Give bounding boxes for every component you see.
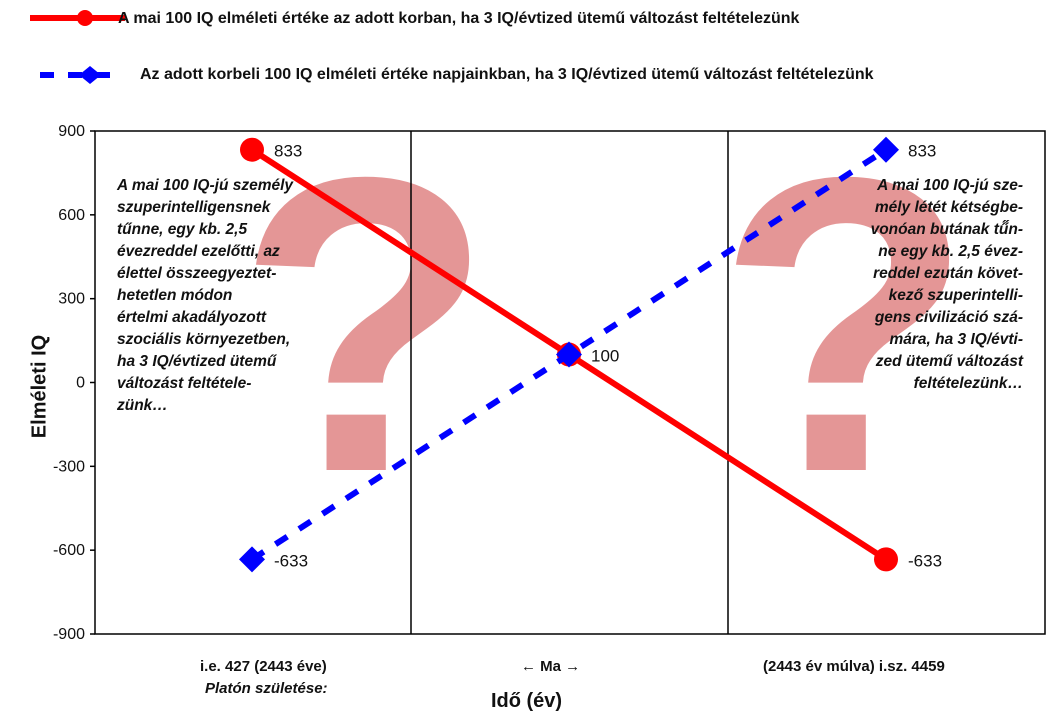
note-right-line: ne egy kb. 2,5 évez-: [878, 243, 1023, 260]
note-left-line: szociális környezetben,: [117, 331, 291, 348]
note-left-line: A mai 100 IQ-jú személy: [117, 177, 294, 194]
note-right-line: gens civilizáció szá-: [874, 309, 1023, 326]
note-right-line: A mai 100 IQ-jú sze-: [877, 177, 1023, 194]
data-label: -633: [274, 551, 308, 570]
y-tick-label: 300: [58, 291, 85, 308]
note-left: A mai 100 IQ-jú személy szuperintelligens…: [117, 175, 347, 417]
y-tick-label: -600: [53, 542, 85, 559]
note-right-line: vonóan butának tű̋n-: [870, 221, 1023, 238]
legend-red-swatch: [30, 10, 125, 26]
note-right: A mai 100 IQ-jú sze-mély létét kétségbe-…: [795, 175, 1023, 395]
x-axis-title: Idő (év): [490, 690, 563, 712]
y-axis-title: Elméleti IQ: [28, 334, 51, 439]
question-mark-icon: ?: [717, 91, 974, 560]
y-tick-label: 0: [76, 375, 85, 392]
legend-item-blue: Az adott korbeli 100 IQ elméleti értéke …: [0, 63, 1053, 93]
note-left-line: szuperintelligensnek: [117, 199, 271, 216]
legend-label-red: A mai 100 IQ elméleti értéke az adott ko…: [118, 10, 800, 27]
data-label: 100: [591, 347, 619, 366]
series-layer: [239, 136, 899, 573]
x-category-right: (2443 év múlva) i.sz. 4459: [763, 658, 945, 675]
legend-item-red: A mai 100 IQ elméleti értéke az adott ko…: [0, 8, 1053, 38]
y-tick-label: 900: [58, 123, 85, 140]
y-tick-label: -300: [53, 458, 85, 475]
y-axis-ticks: 900 600 300 0 -300 -600 -900: [53, 123, 95, 643]
note-right-line: mára, ha 3 IQ/évti-: [889, 331, 1023, 348]
data-point-circle: [240, 137, 264, 162]
data-label: -633: [908, 551, 942, 570]
legend-label-blue: Az adott korbeli 100 IQ elméleti értéke …: [140, 66, 874, 83]
data-point-diamond: [873, 136, 899, 163]
note-right-line: kező szuperintelli-: [888, 287, 1023, 304]
x-category-left: i.e. 427 (2443 éve): [200, 658, 327, 675]
note-right-line: feltételezünk…: [913, 375, 1023, 392]
legend-blue-swatch: [40, 66, 110, 84]
x-category-left-sub: Platón születése:: [205, 680, 328, 697]
note-left-line: évezreddel ezelőtti, az: [117, 243, 280, 260]
data-point-circle: [874, 547, 898, 572]
data-point-diamond: [239, 546, 265, 573]
data-label: 833: [274, 142, 302, 161]
note-left-line: zünk…: [117, 397, 168, 414]
note-left-line: ha 3 IQ/évtized ütemű: [117, 353, 277, 370]
note-right-line: zed ütemű változást: [875, 353, 1023, 370]
note-right-line: reddel ezután követ-: [873, 265, 1023, 282]
y-tick-label: -900: [53, 626, 85, 643]
data-labels: 833 100 -633 -633 833: [274, 142, 942, 571]
data-point-diamond: [556, 341, 582, 368]
note-right-line: mély létét kétségbe-: [874, 199, 1023, 216]
note-left-line: hetetlen módon: [117, 287, 233, 304]
data-label: 833: [908, 142, 936, 161]
x-category-middle: ← Ma →: [521, 658, 581, 675]
legend: A mai 100 IQ elméleti értéke az adott ko…: [0, 0, 1053, 100]
y-tick-label: 600: [58, 207, 85, 224]
note-left-line: élettel összeegyeztet-: [117, 265, 277, 282]
note-left-line: tűnne, egy kb. 2,5: [117, 221, 248, 238]
note-left-line: változást feltétele-: [117, 375, 252, 392]
note-left-line: értelmi akadályozott: [117, 309, 267, 326]
question-mark-watermarks: ??: [237, 91, 974, 560]
